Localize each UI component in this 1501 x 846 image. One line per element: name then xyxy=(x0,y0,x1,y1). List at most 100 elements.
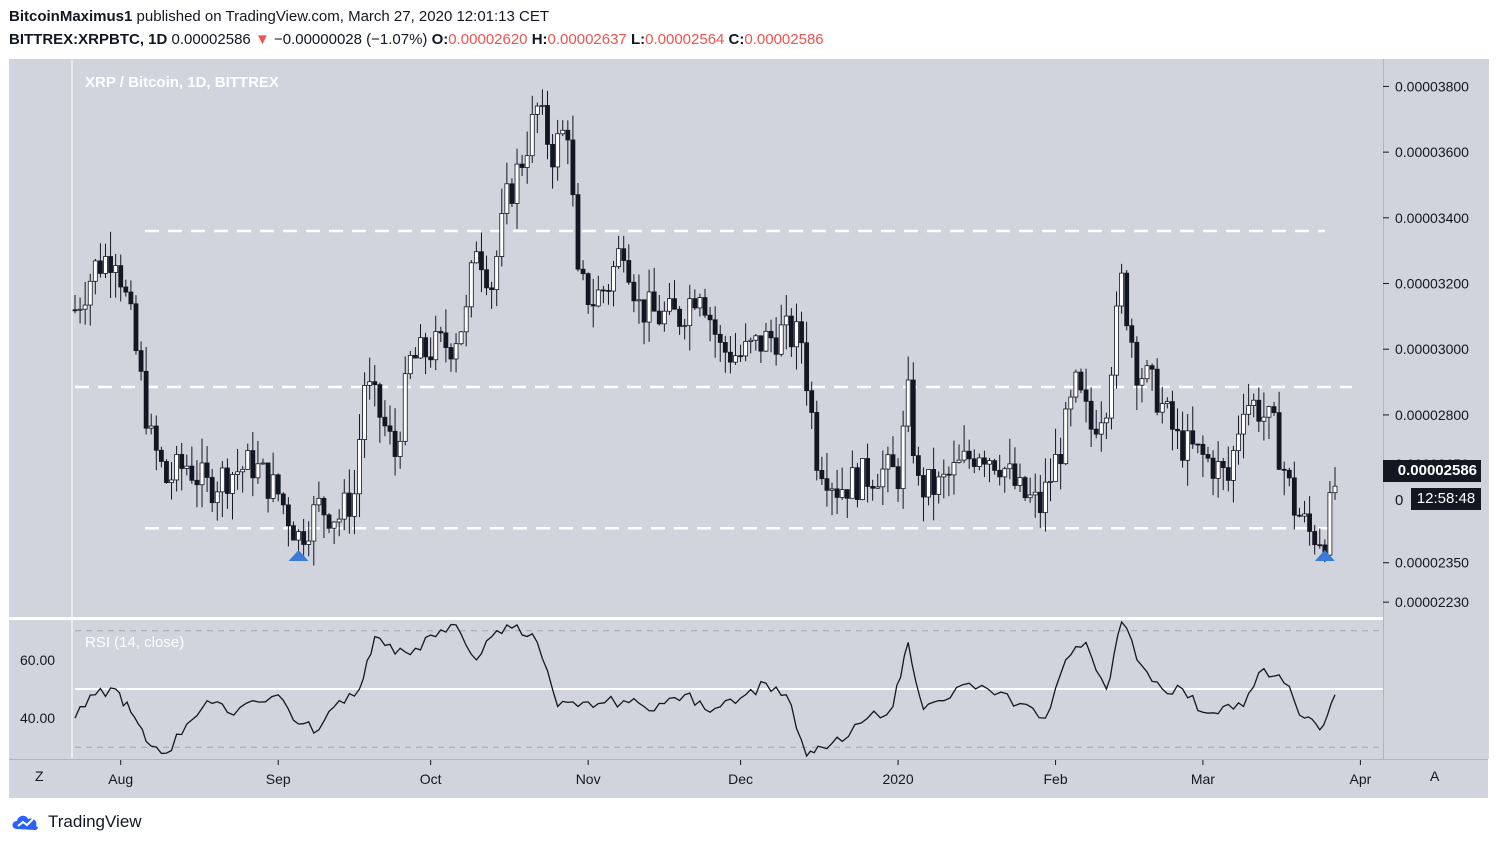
candle-body xyxy=(794,321,799,348)
candle-body xyxy=(1078,371,1084,391)
rsi-tick-label: 40.00 xyxy=(20,710,55,726)
candle-body xyxy=(1261,416,1267,422)
candle-body xyxy=(1164,401,1170,404)
low-label: L: xyxy=(630,31,646,48)
footer-brand[interactable]: TradingView xyxy=(10,810,142,834)
time-tick-label: Apr xyxy=(1350,771,1372,787)
candle-body xyxy=(1114,305,1119,376)
candle-body xyxy=(265,462,271,499)
candle-body xyxy=(687,298,693,327)
candle-body xyxy=(179,454,185,469)
cursor-price-tick: 0 xyxy=(1395,492,1404,509)
zoom-z-button[interactable]: Z xyxy=(35,768,44,784)
candle-body xyxy=(702,297,708,316)
candle-body xyxy=(733,355,738,363)
price-axis[interactable] xyxy=(1383,59,1489,759)
time-tick-label: Aug xyxy=(108,771,133,787)
candle-body xyxy=(1251,399,1257,406)
price-tick-label: 0.00002230 xyxy=(1395,594,1469,610)
candle-body xyxy=(174,454,180,481)
candle-body xyxy=(1190,430,1196,445)
candle-body xyxy=(1154,368,1160,413)
candle-body xyxy=(189,465,195,481)
candle-body xyxy=(682,325,688,328)
candle-body xyxy=(357,439,362,495)
time-tick-label: Nov xyxy=(576,771,601,787)
candle-body xyxy=(626,260,632,283)
candle-body xyxy=(240,468,246,473)
candle-body xyxy=(423,337,428,358)
author-name[interactable]: BitcoinMaximus1 xyxy=(9,8,133,25)
candle-body xyxy=(809,390,815,413)
candle-body xyxy=(1022,477,1028,499)
candle-body xyxy=(1073,371,1079,398)
time-axis[interactable] xyxy=(9,759,1383,798)
candle-body xyxy=(260,462,266,465)
candle-body xyxy=(270,474,276,499)
candle-body xyxy=(428,356,434,361)
candle-body xyxy=(458,331,464,345)
candle-body xyxy=(524,155,530,168)
candle-body xyxy=(926,469,931,498)
candle-body xyxy=(92,260,98,282)
auto-scale-corner[interactable] xyxy=(1383,759,1488,798)
candle-body xyxy=(875,486,881,489)
candle-body xyxy=(1215,461,1221,479)
candle-body xyxy=(910,379,916,457)
candle-body xyxy=(672,298,677,310)
candle-body xyxy=(611,266,616,292)
high-value: 0.00002637 xyxy=(547,31,627,48)
candle-body xyxy=(1297,514,1302,517)
candle-body xyxy=(936,476,942,495)
candle-body xyxy=(413,354,418,359)
candle-body xyxy=(1058,454,1064,465)
time-tick-label: Oct xyxy=(420,771,442,787)
candle-body xyxy=(1220,461,1226,468)
candle-body xyxy=(275,474,281,495)
candle-body xyxy=(677,308,682,327)
chart-pane[interactable] xyxy=(9,59,1383,797)
low-value: 0.00002564 xyxy=(645,31,725,48)
candle-body xyxy=(636,299,642,302)
candle-body xyxy=(1063,408,1069,465)
candle-body xyxy=(255,463,261,479)
candle-body xyxy=(494,256,500,291)
candle-body xyxy=(987,460,992,465)
candle-body xyxy=(118,265,124,288)
price-tick-label: 0.00002800 xyxy=(1395,407,1469,423)
candle-body xyxy=(1281,468,1287,471)
candle-body xyxy=(870,486,876,489)
candle-body xyxy=(692,298,698,309)
candle-body xyxy=(976,457,982,467)
candle-body xyxy=(1012,463,1018,486)
candle-body xyxy=(367,381,373,386)
candle-body xyxy=(585,273,591,305)
candle-body xyxy=(595,289,601,307)
pane-divider[interactable] xyxy=(9,617,1383,620)
candle-body xyxy=(113,265,119,273)
candle-body xyxy=(839,489,845,498)
candle-body xyxy=(534,105,540,115)
candle-body xyxy=(905,379,911,427)
candle-body xyxy=(331,521,337,529)
candle-body xyxy=(489,287,495,291)
candle-body xyxy=(606,290,611,292)
candle-body xyxy=(890,454,896,468)
candle-body xyxy=(748,339,754,342)
candle-body xyxy=(1159,403,1165,413)
candle-body xyxy=(138,350,144,372)
candle-body xyxy=(1002,468,1008,478)
auto-scale-button[interactable]: A xyxy=(1430,768,1440,784)
candle-body xyxy=(204,462,210,478)
candle-body xyxy=(1048,480,1053,483)
candle-body xyxy=(1246,405,1252,415)
candle-body xyxy=(982,457,987,465)
candle-body xyxy=(1017,477,1023,486)
candle-body xyxy=(824,478,830,491)
footer-brand-text: TradingView xyxy=(48,812,142,831)
candle-body xyxy=(296,531,301,541)
candle-body xyxy=(143,370,149,429)
candle-body xyxy=(291,525,296,541)
candle-body xyxy=(738,355,743,358)
candle-body xyxy=(1032,491,1038,496)
